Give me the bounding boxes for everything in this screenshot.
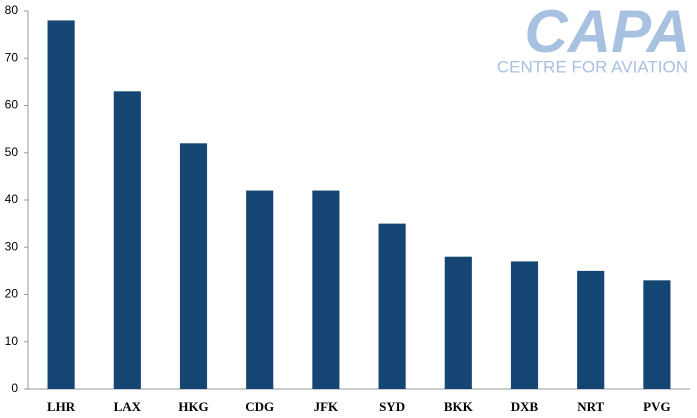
x-tick-label: LAX [114,399,142,414]
x-tick-label: LHR [47,399,76,414]
x-tick-label: BKK [444,399,474,414]
y-tick-label: 0 [11,381,18,395]
y-tick-label: 20 [5,287,19,301]
bar [312,190,340,389]
y-tick-label: 50 [5,145,19,159]
y-tick-label: 30 [5,239,19,253]
x-tick-label: JFK [314,399,339,414]
y-tick-label: 10 [5,334,19,348]
y-tick-label: 70 [5,50,19,64]
y-tick-label: 40 [5,192,19,206]
bar [47,20,75,389]
x-tick-label: CDG [245,399,274,414]
watermark-tagline: CENTRE FOR AVIATION [497,57,688,76]
bar [444,256,472,389]
x-tick-label: PVG [643,399,670,414]
bar [510,261,539,389]
bar [577,270,605,389]
watermark-logo: CAPA [524,0,690,65]
y-tick-label: 80 [5,3,19,17]
y-tick-label: 60 [5,98,19,112]
x-tick-label: HKG [178,399,208,414]
bar [246,190,274,389]
bar [378,223,406,389]
x-tick-label: SYD [379,399,405,414]
bar [179,143,208,389]
x-tick-label: NRT [577,399,604,414]
bar [643,280,671,389]
bar [113,91,141,389]
x-tick-label: DXB [511,399,539,414]
